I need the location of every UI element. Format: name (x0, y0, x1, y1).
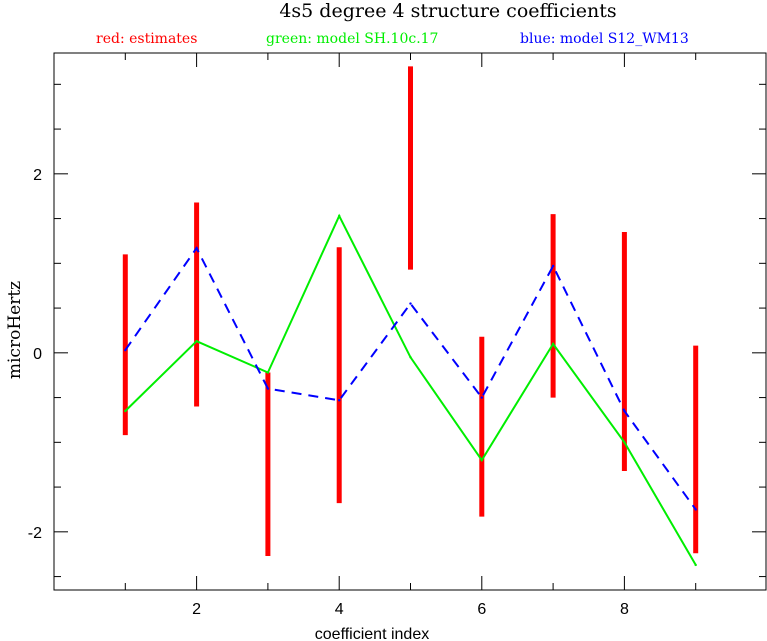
legend-model-s12: blue: model S12_WM13 (520, 31, 689, 47)
model-sh-point-7 (551, 342, 555, 346)
model-s12-point-9 (694, 508, 697, 511)
plot-area (122, 66, 699, 567)
model-s12-point-2 (195, 246, 198, 250)
model-s12-line (124, 246, 697, 510)
model-sh-point-9 (694, 563, 697, 567)
y-tick-label: 0 (33, 346, 42, 363)
model-s12-point-3 (266, 387, 270, 390)
y-axis-label: microHertz (5, 281, 25, 379)
model-s12-point-5 (409, 302, 412, 305)
x-axis-label: coefficient index (315, 626, 429, 641)
x-tick-label: 8 (620, 601, 629, 618)
model-sh-point-1 (124, 409, 127, 413)
y-tick-label: 2 (33, 167, 42, 184)
x-tick-label: 4 (335, 601, 344, 618)
model-s12-point-8 (623, 409, 626, 413)
model-sh-point-2 (195, 339, 198, 343)
error-bar-series (122, 66, 699, 556)
model-sh-point-8 (623, 441, 626, 444)
x-tick-label: 6 (477, 601, 486, 618)
tick-labels: 2 4 6 8 -2 0 2 (28, 167, 629, 618)
legend-estimates: red: estimates (96, 31, 197, 47)
chart-title: 4s5 degree 4 structure coefficients (279, 0, 616, 22)
model-s12-point-6 (480, 396, 483, 399)
model-s12-point-7 (551, 264, 555, 268)
model-sh-point-5 (409, 356, 412, 359)
model-sh-point-4 (338, 214, 341, 218)
model-s12-point-4 (338, 399, 341, 402)
model-sh-point-6 (480, 459, 483, 462)
x-tick-label: 2 (192, 601, 201, 618)
model-s12-point-1 (124, 348, 127, 352)
model-sh-point-3 (266, 371, 270, 374)
axis-ticks (54, 53, 766, 590)
legend-model-sh: green: model SH.10c.17 (266, 31, 438, 47)
y-tick-label: -2 (28, 525, 42, 542)
